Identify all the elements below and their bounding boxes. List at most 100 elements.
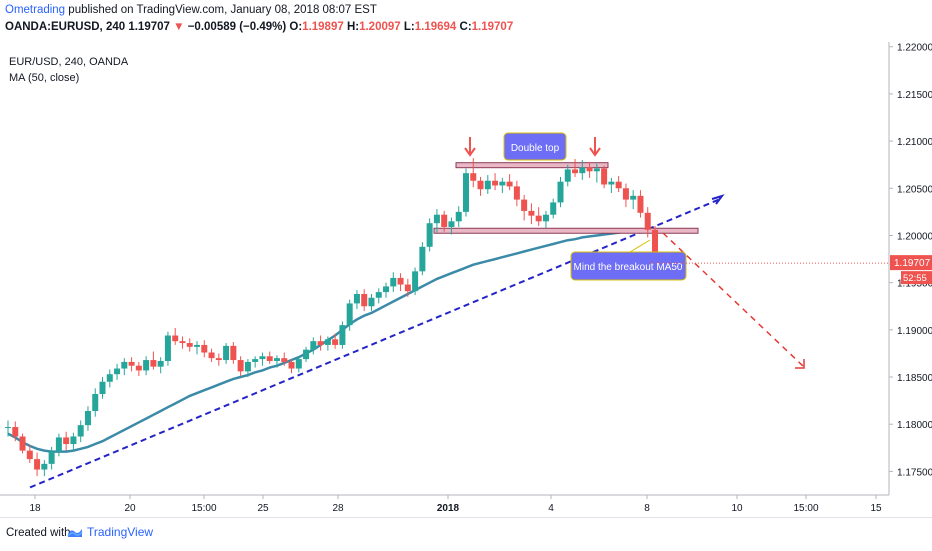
candle-body <box>26 450 33 460</box>
tradingview-link[interactable]: TradingView <box>67 525 153 539</box>
y-tick-label: 1.18000 <box>897 420 932 431</box>
candle-body <box>593 168 600 172</box>
candle-body <box>448 221 455 227</box>
candle-body <box>455 211 462 222</box>
candle-body <box>244 361 251 372</box>
candle-body <box>194 344 201 347</box>
candle-body <box>34 459 41 470</box>
price-tag-box <box>890 255 932 271</box>
candle-body <box>48 451 55 464</box>
candle-body <box>506 181 513 187</box>
candle-body <box>295 359 302 369</box>
candle-body <box>637 195 644 213</box>
y-tick-label: 1.18500 <box>897 373 932 384</box>
x-tick-label: 28 <box>332 503 344 514</box>
candle-body <box>150 360 157 367</box>
candle-body <box>223 345 230 361</box>
top-arrow-icon <box>589 137 601 157</box>
low-value: 1.19694 <box>414 21 457 33</box>
chart-legend: EUR/USD, 240, OANDA MA (50, close) <box>9 54 128 86</box>
candle-body <box>513 186 520 200</box>
candle-body <box>622 188 629 200</box>
candle-body <box>484 180 491 190</box>
candle-body <box>12 427 19 437</box>
candle-body <box>499 181 506 186</box>
price-tag-label: 1.19707 <box>894 258 931 269</box>
candle-body <box>404 284 411 292</box>
candle-body <box>608 181 615 185</box>
candle-body <box>106 374 113 382</box>
countdown-box <box>901 271 932 285</box>
candle-body <box>259 356 266 360</box>
candle-body <box>273 358 280 361</box>
candle-body <box>317 341 324 345</box>
candle-body <box>652 229 658 263</box>
candle-body <box>157 360 164 367</box>
x-tick-label: 25 <box>257 503 269 514</box>
candle-body <box>114 368 121 375</box>
top-arrow-icon <box>464 137 476 157</box>
y-tick-label: 1.19000 <box>897 326 932 337</box>
candle-body <box>426 223 433 247</box>
y-tick-label: 1.20000 <box>897 231 932 242</box>
candle-body <box>230 345 237 361</box>
candle-body <box>390 277 397 287</box>
candle-body <box>84 411 91 426</box>
candle-body <box>63 437 70 445</box>
candle-body <box>477 180 484 190</box>
open-label: O: <box>289 21 303 33</box>
candle-body <box>492 180 499 186</box>
candle-body <box>201 344 208 353</box>
candle-body <box>644 212 651 230</box>
y-tick-label: 1.20500 <box>897 184 932 195</box>
ma50-line <box>7 228 655 453</box>
x-tick-label: 15:00 <box>191 503 216 514</box>
candle-body <box>179 341 186 344</box>
candle-body <box>542 214 549 222</box>
resistance-zone <box>455 162 609 169</box>
close-value: 1.19707 <box>471 21 514 33</box>
candle-body <box>121 361 128 369</box>
candle-body <box>41 463 48 470</box>
candle-body <box>77 425 84 437</box>
created-with-label: Created with <box>6 527 71 539</box>
candle-body <box>535 215 542 222</box>
high-value: 1.20097 <box>359 21 401 33</box>
y-tick-label: 1.22000 <box>897 43 932 54</box>
double-top-label-box <box>503 132 567 161</box>
candle-body <box>441 214 448 227</box>
x-tick-label: 15:00 <box>793 503 818 514</box>
candle-body <box>528 210 535 216</box>
x-tick-label: 8 <box>644 503 650 514</box>
candle-body <box>630 195 637 200</box>
y-tick-label: 1.17500 <box>897 467 932 478</box>
candle-body <box>353 293 360 304</box>
candle-body <box>462 173 469 212</box>
candle-body <box>564 169 571 182</box>
candle-body <box>237 360 244 372</box>
author-link[interactable]: Ometrading <box>5 4 66 16</box>
y-tick-label: 1.21000 <box>897 137 932 148</box>
candle-body <box>397 277 404 285</box>
low-label: L: <box>403 21 415 33</box>
price-change: −0.00589 (−0.49%) <box>187 21 287 33</box>
breakout-label: Mind the breakout MA50 <box>574 262 683 273</box>
x-tick-label: 18 <box>29 503 41 514</box>
candle-body <box>99 381 106 395</box>
candle-body <box>586 167 593 172</box>
price-chart[interactable]: 1.22000 1.21500 1.21000 1.20500 1.20000 1.195… <box>0 40 932 520</box>
legend-ma[interactable]: MA (50, close) <box>9 72 80 84</box>
candle-body <box>375 292 382 298</box>
candle-body <box>164 335 171 361</box>
candle-body <box>433 214 440 224</box>
chart-area[interactable]: 1.22000 1.21500 1.21000 1.20500 1.20000 1.195… <box>0 40 932 520</box>
candle-body <box>361 293 368 307</box>
legend-pair[interactable]: EUR/USD, 240, OANDA <box>9 56 129 68</box>
x-tick-label: 20 <box>124 503 136 514</box>
down-arrow-icon: ▼ <box>173 21 185 33</box>
candle-body <box>521 199 528 211</box>
projection-arrowhead-icon <box>795 359 805 369</box>
candle-body <box>601 168 608 185</box>
candle-body <box>92 394 99 412</box>
symbol-label: OANDA:EURUSD, 240 <box>5 21 126 33</box>
